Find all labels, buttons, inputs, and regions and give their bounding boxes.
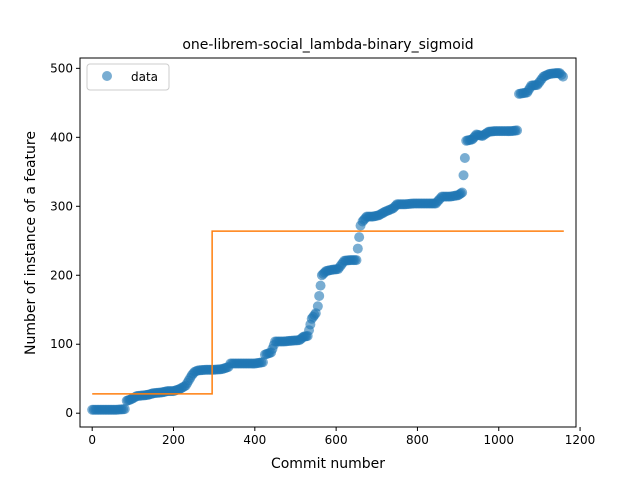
marks-layer: [87, 68, 568, 415]
data-point: [512, 125, 523, 136]
data-point: [457, 187, 468, 198]
x-tick-label: 400: [243, 433, 266, 447]
data-point: [458, 170, 469, 181]
data-point: [557, 71, 568, 82]
x-axis-label: Commit number: [271, 456, 385, 472]
data-point: [119, 404, 130, 415]
data-point: [351, 255, 362, 266]
y-tick-label: 200: [50, 268, 73, 282]
x-tick-label: 1200: [565, 433, 596, 447]
x-tick-label: 600: [325, 433, 348, 447]
legend-marker-data: [102, 71, 112, 81]
data-point: [352, 243, 363, 254]
x-tick-label: 0: [88, 433, 96, 447]
legend-label-data: data: [131, 70, 158, 84]
data-point: [312, 301, 323, 312]
y-tick-label: 300: [50, 199, 73, 213]
data-point: [354, 232, 365, 243]
x-tick-label: 1000: [483, 433, 514, 447]
data-point: [314, 290, 325, 301]
data-point: [257, 357, 268, 368]
step-fit-line: [92, 230, 564, 395]
y-tick-label: 0: [65, 406, 73, 420]
y-axis-label: Number of instance of a feature: [23, 131, 39, 355]
y-tick-label: 100: [50, 337, 73, 351]
y-tick-label: 400: [50, 130, 73, 144]
x-tick-label: 200: [162, 433, 185, 447]
legend-box: [86, 63, 170, 91]
data-point: [315, 280, 326, 291]
x-tick-label: 800: [406, 433, 429, 447]
legend: data: [86, 63, 170, 91]
chart-title: one-librem-social_lambda-binary_sigmoid: [182, 37, 473, 53]
ticks-layer: 0 200 400 600 800 1000 1200 0 100 200 300 400 500: [50, 61, 595, 447]
y-tick-label: 500: [50, 61, 73, 75]
plot-frame: [79, 57, 577, 428]
data-point: [459, 153, 470, 164]
